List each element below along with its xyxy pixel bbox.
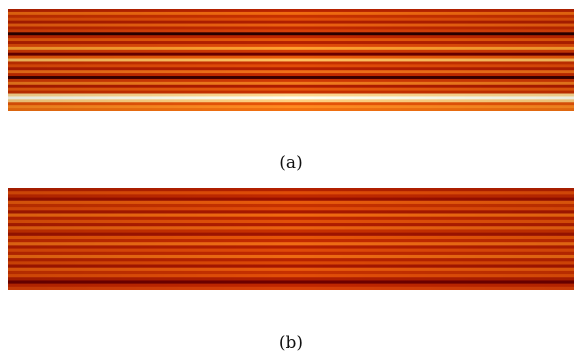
- shading-overlay: [8, 188, 574, 290]
- caption-a: (a): [279, 153, 303, 173]
- caption-b: (b): [278, 333, 304, 353]
- shading-overlay: [8, 9, 574, 111]
- heatmap-panel-b: [8, 188, 574, 290]
- heatmap-panel-a: [8, 9, 574, 111]
- stripe-image-b: [8, 188, 574, 290]
- stripe-image-a: [8, 9, 574, 111]
